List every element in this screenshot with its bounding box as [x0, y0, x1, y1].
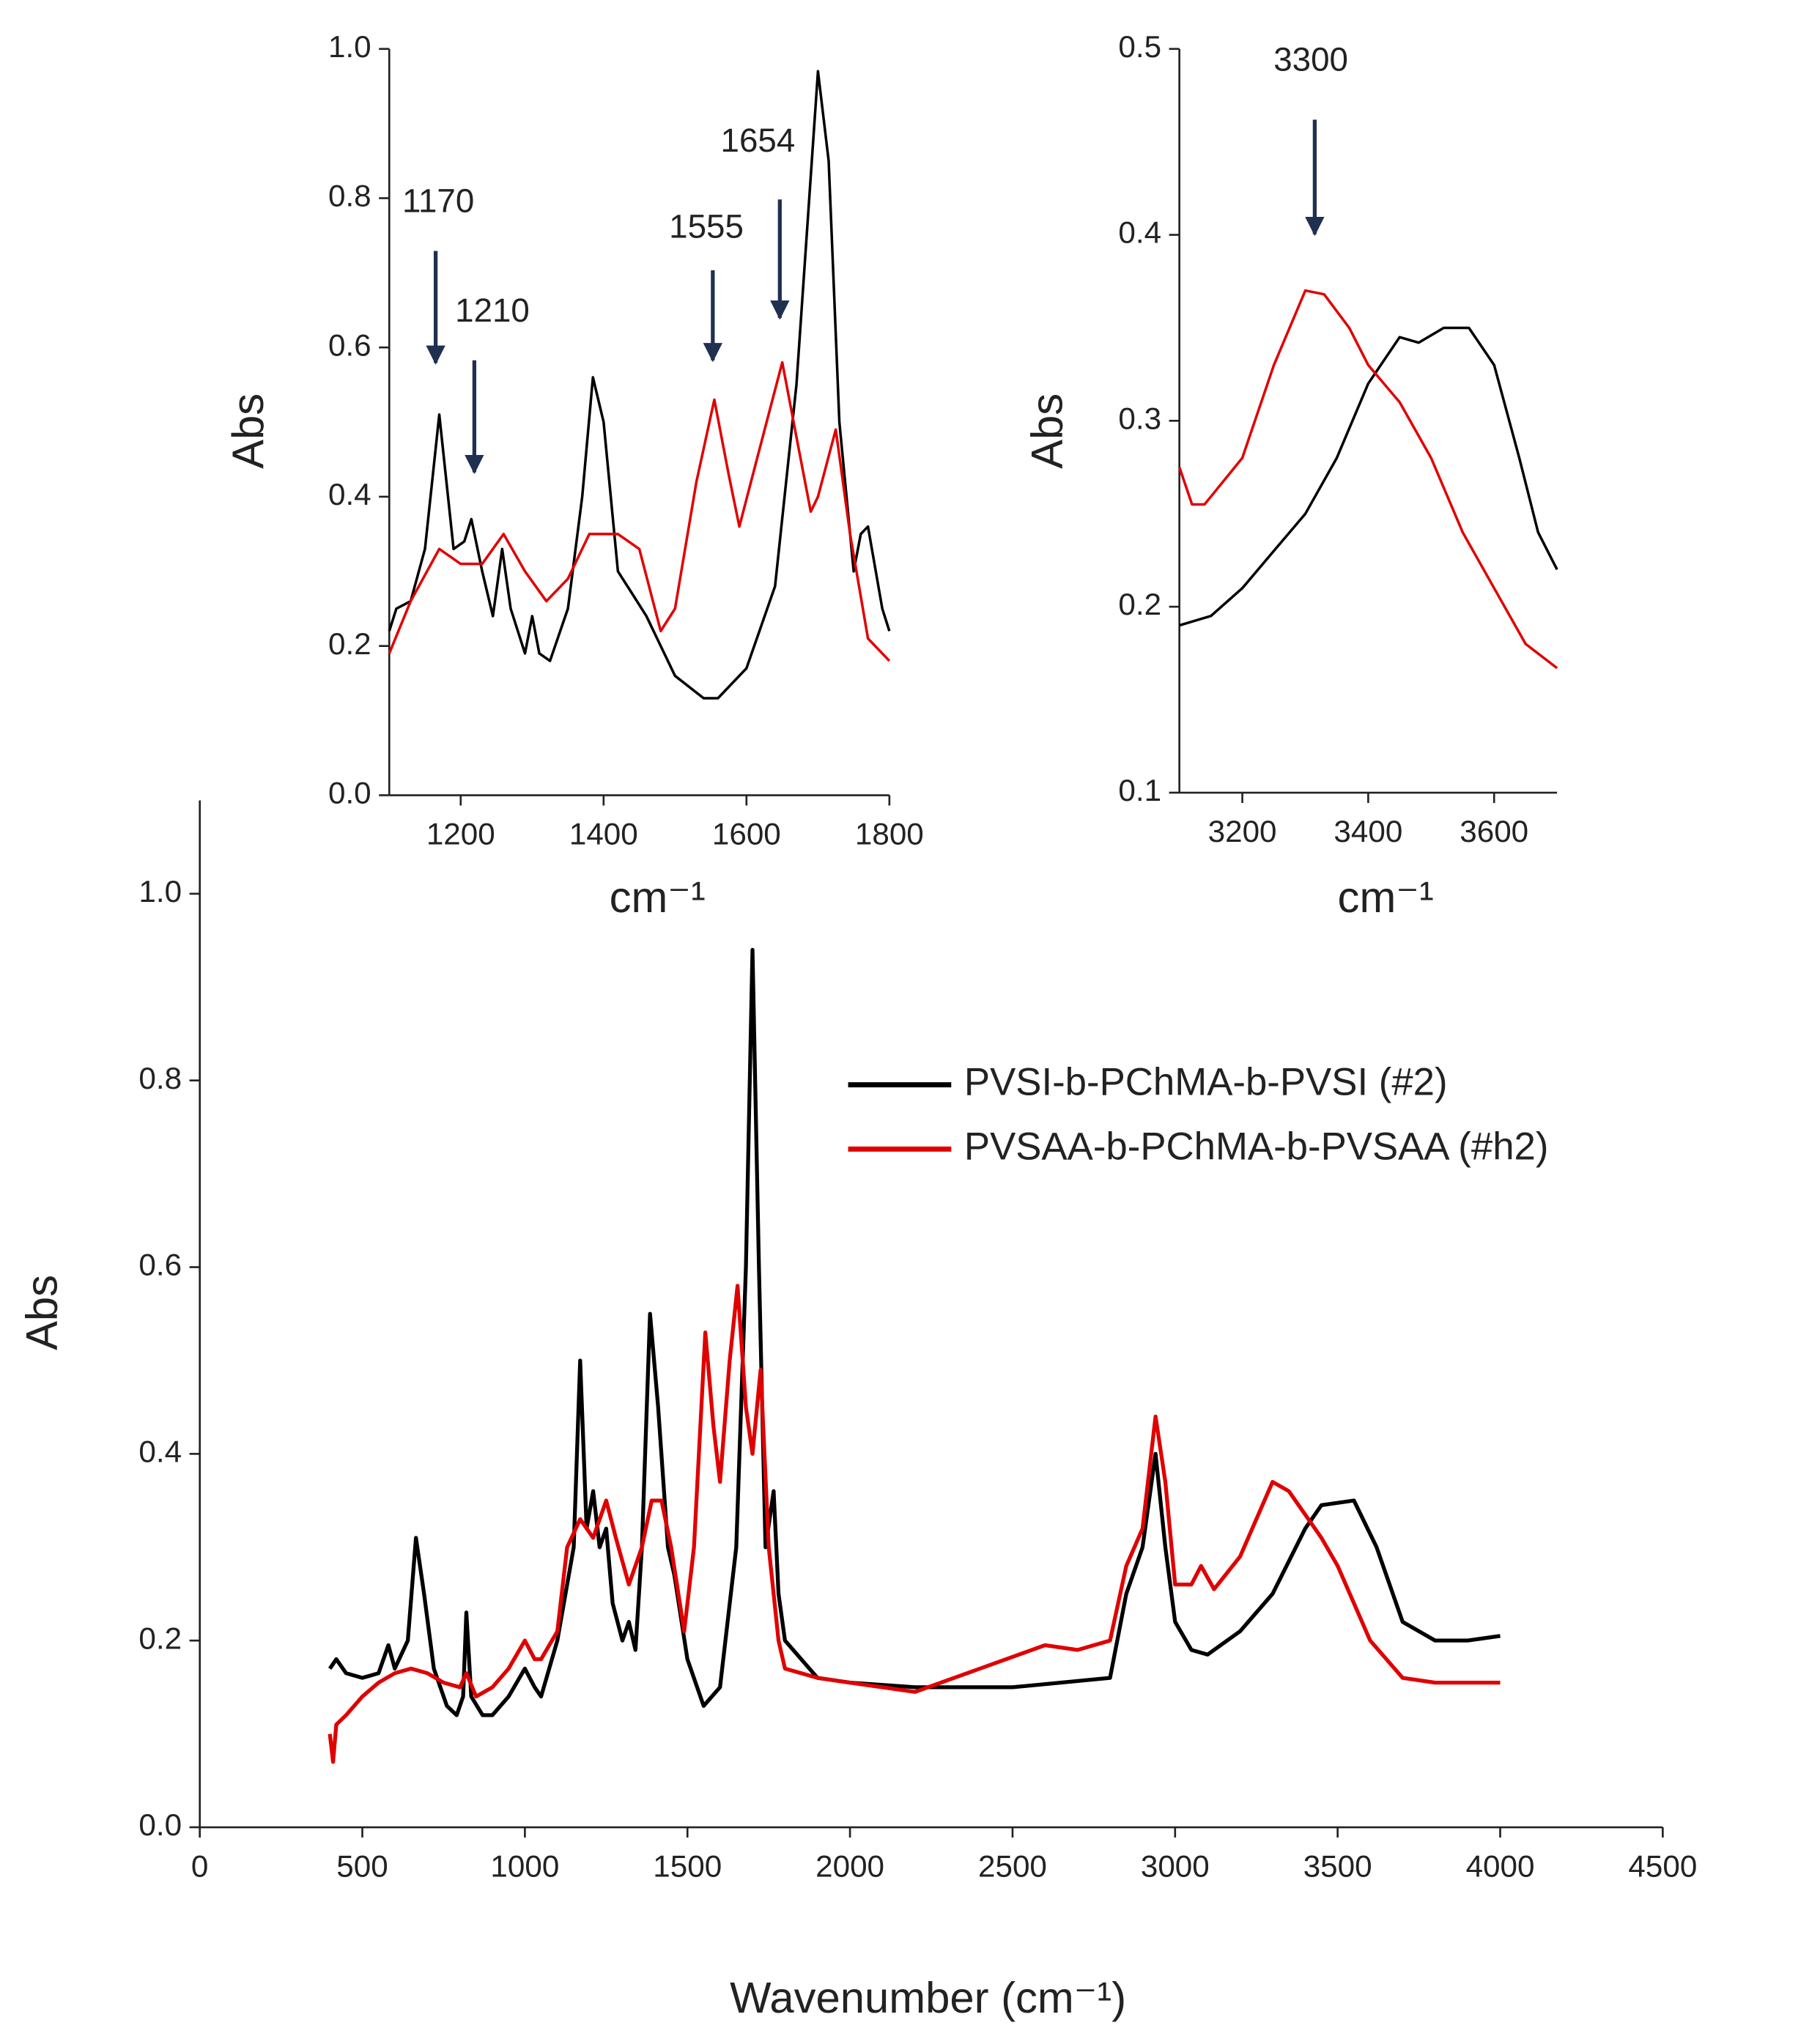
x-tick-label: 1200 [426, 817, 495, 851]
x-tick-label: 1500 [653, 1848, 722, 1883]
y-tick-label: 0.4 [138, 1435, 182, 1469]
x-tick-label: 1400 [569, 817, 638, 851]
x-tick-label: 3400 [1333, 814, 1402, 848]
x-tick-label: 4000 [1466, 1848, 1535, 1883]
y-tick-label: 0.4 [328, 477, 371, 511]
y-tick-label: 0.2 [328, 626, 371, 661]
y-tick-label: 0.6 [328, 327, 371, 362]
x-tick-label: 3500 [1303, 1848, 1372, 1883]
y-tick-label: 0.5 [1118, 29, 1161, 64]
y-tick-label: 0.0 [138, 1807, 182, 1842]
peak-annotation: 1654 [721, 122, 796, 159]
peak-annotation: 1210 [455, 292, 530, 329]
spectrum-line [1178, 289, 1558, 670]
spectrum-line [1179, 326, 1558, 627]
x-tick-label: 1000 [490, 1848, 559, 1883]
y-tick-label: 0.2 [1118, 587, 1161, 621]
x-tick-label: 2000 [815, 1848, 884, 1883]
x-axis-title: cm⁻¹ [1338, 873, 1434, 922]
y-tick-label: 1.0 [328, 29, 371, 64]
x-tick-label: 1600 [712, 817, 781, 851]
x-tick-label: 500 [336, 1848, 388, 1883]
peak-annotation: 1170 [402, 182, 474, 220]
y-tick-label: 0.2 [138, 1621, 182, 1655]
y-tick-label: 1.0 [138, 874, 182, 908]
x-tick-label: 3000 [1141, 1848, 1210, 1883]
y-axis-title: Abs [1023, 393, 1072, 469]
x-tick-label: 1800 [855, 817, 924, 851]
y-tick-label: 0.8 [138, 1061, 182, 1095]
y-tick-label: 0.6 [138, 1248, 182, 1282]
legend-label: PVSAA-b-PChMA-b-PVSAA (#h2) [964, 1125, 1549, 1168]
spectrum-line [328, 1284, 1501, 1764]
y-tick-label: 0.1 [1118, 773, 1161, 807]
x-tick-label: 0 [191, 1848, 208, 1883]
y-tick-label: 0.3 [1118, 401, 1161, 435]
peak-annotation: 1555 [669, 208, 744, 245]
peak-annotation: 3300 [1273, 40, 1348, 78]
y-tick-label: 0.0 [328, 776, 371, 810]
spectrum-line [388, 360, 891, 662]
spectrum-line [388, 70, 891, 700]
spectrum-line [328, 947, 1501, 1717]
x-tick-label: 2500 [978, 1848, 1047, 1883]
x-axis-title: Wavenumber (cm⁻¹) [730, 1973, 1126, 2022]
y-axis-title: Abs [17, 1275, 66, 1350]
x-tick-label: 3600 [1460, 814, 1528, 848]
y-axis-title: Abs [223, 393, 273, 469]
x-axis-title: cm⁻¹ [610, 873, 706, 922]
legend-label: PVSI-b-PChMA-b-PVSI (#2) [964, 1061, 1448, 1104]
x-tick-label: 4500 [1628, 1848, 1697, 1883]
y-tick-label: 0.8 [328, 179, 371, 213]
x-tick-label: 3200 [1208, 814, 1277, 848]
y-tick-label: 0.4 [1118, 215, 1161, 250]
